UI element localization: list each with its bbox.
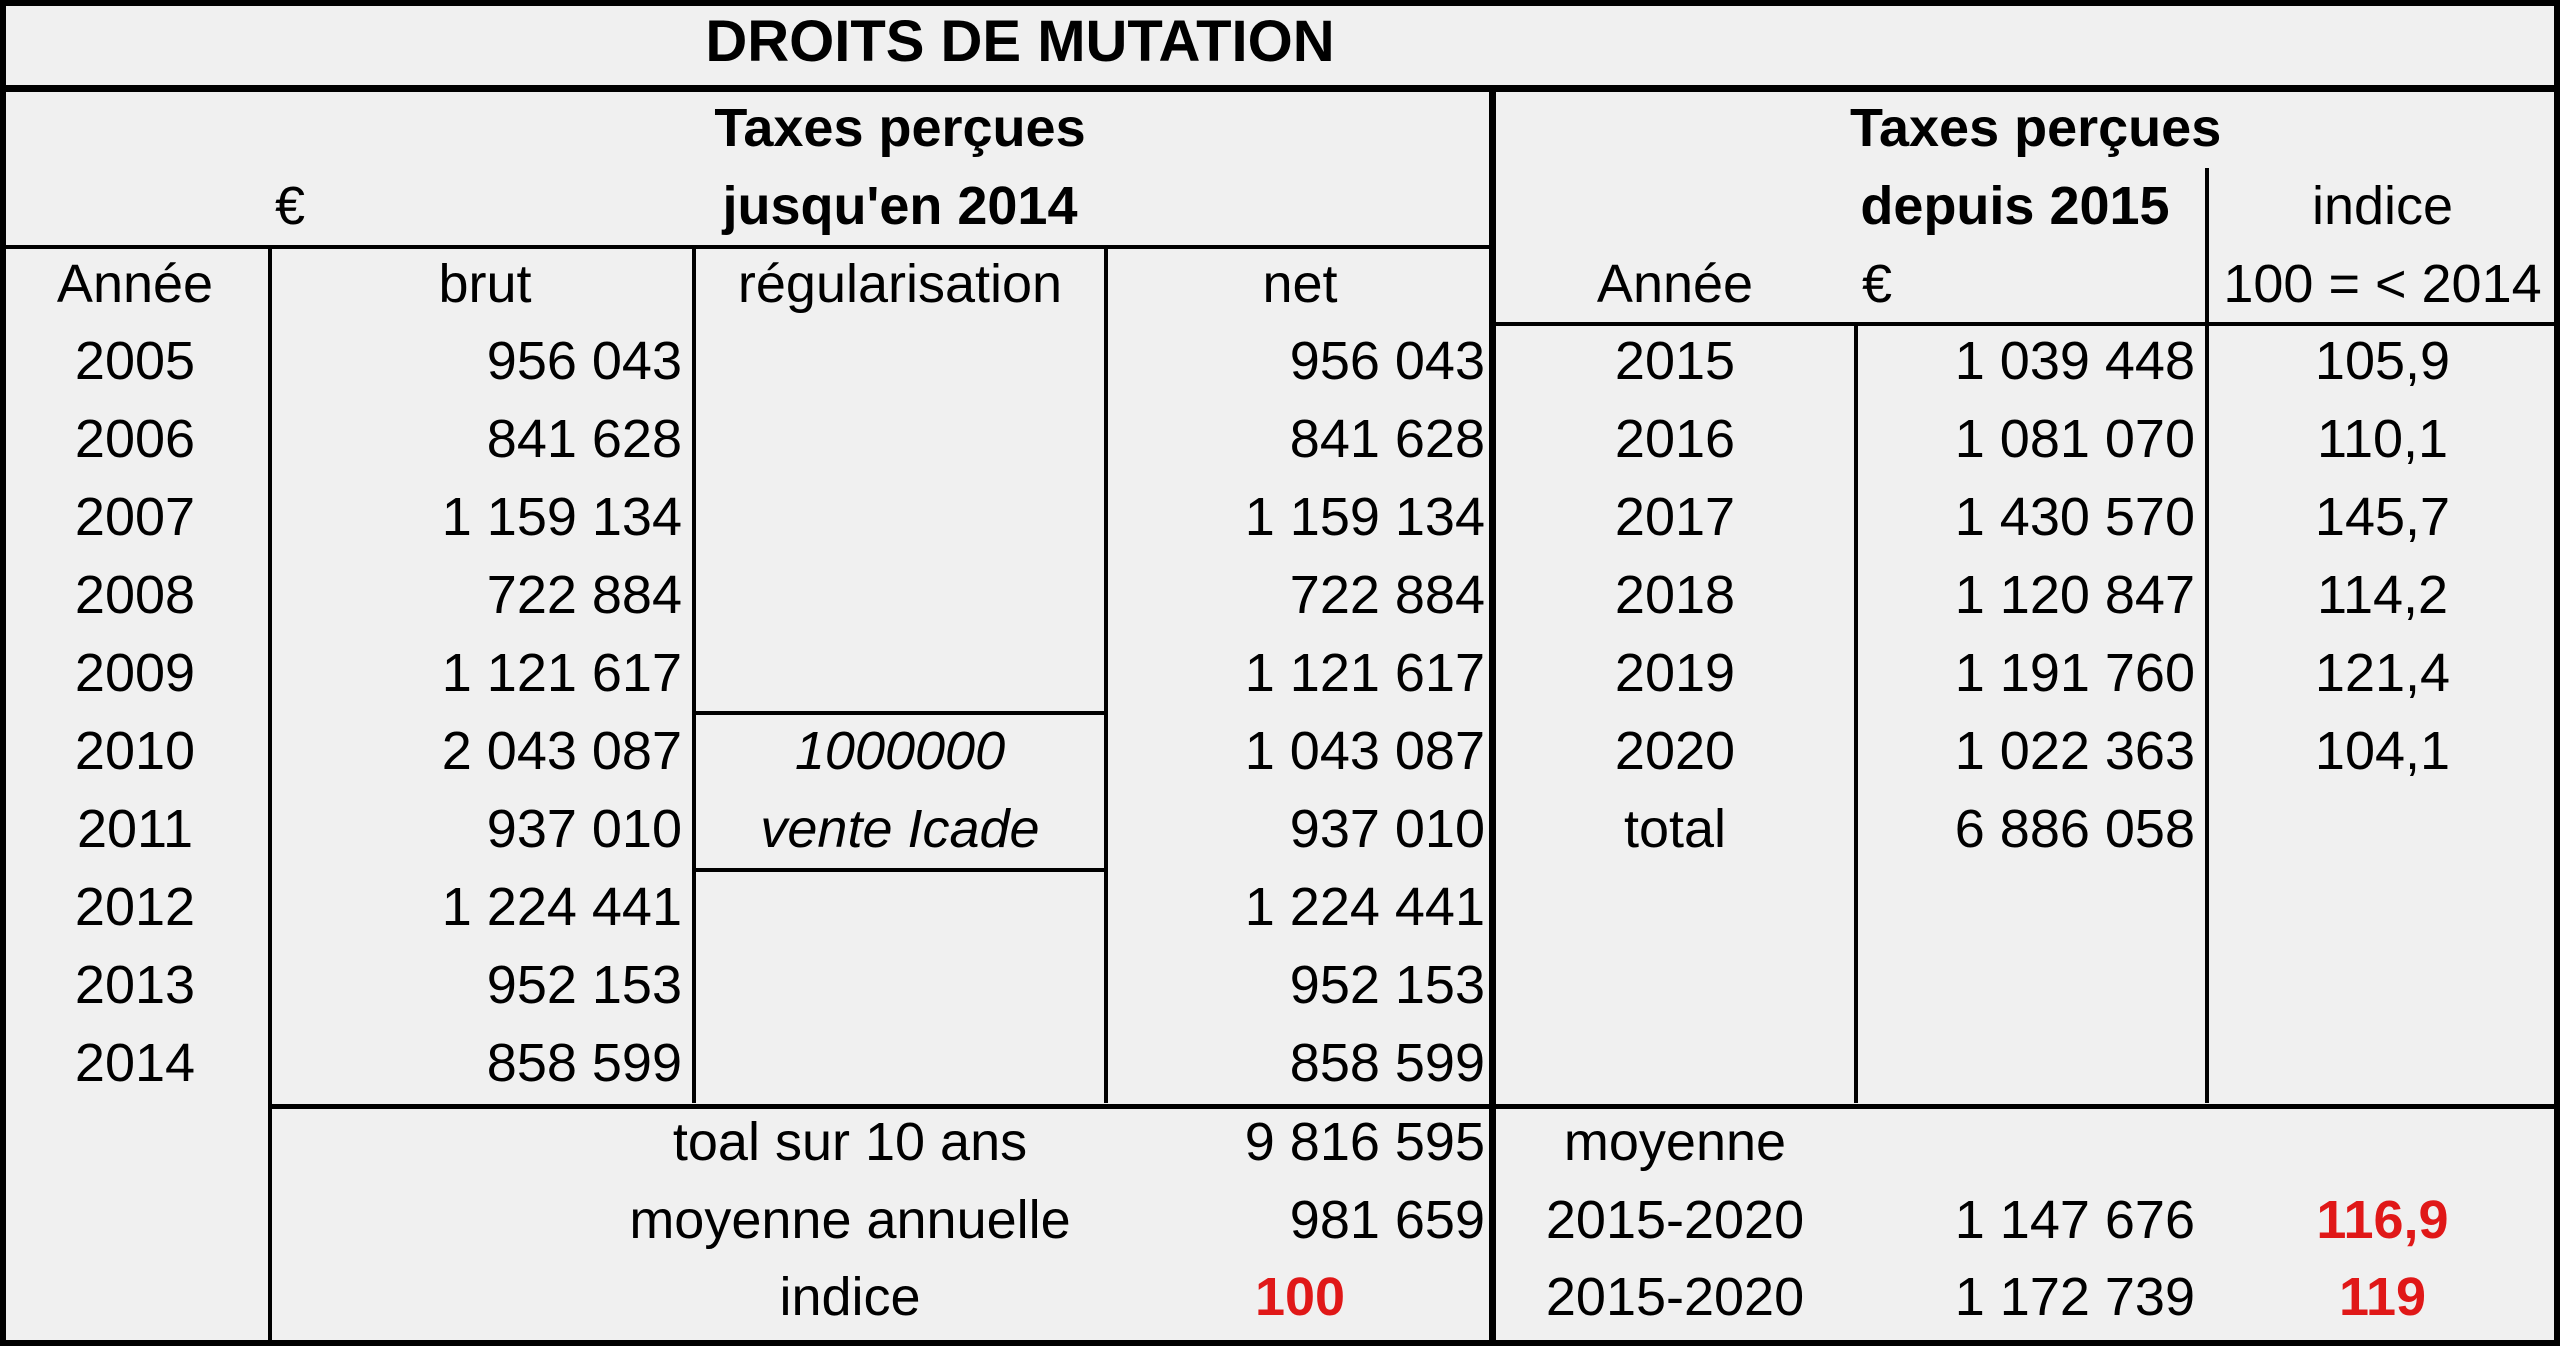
right-header-line2: depuis 2015 [1860, 176, 2170, 236]
total-label: toal sur 10 ans [672, 1112, 1028, 1172]
right-amount-cell: 1 039 448 [1954, 331, 2195, 391]
right-amount-cell: 1 022 363 [1954, 721, 2195, 781]
section-divider [1488, 88, 1496, 1346]
outer-border-right [2554, 0, 2560, 1346]
left-header-rule [0, 245, 1492, 249]
index-column-border [2205, 168, 2209, 1103]
brut-cell: 2 043 087 [441, 721, 682, 781]
brut-cell: 722 884 [486, 565, 682, 625]
index-label: indice [779, 1267, 921, 1327]
brut-cell: 1 224 441 [441, 877, 682, 937]
right-year-cell: 2020 [1614, 721, 1736, 781]
year-cell: 2007 [74, 487, 196, 547]
outer-border-bottom [0, 1340, 2560, 1346]
right-year-cell: 2016 [1614, 409, 1736, 469]
brut-cell: 1 159 134 [441, 487, 682, 547]
right-total-value: 6 886 058 [1954, 799, 2195, 859]
average-value: 981 659 [1289, 1190, 1485, 1250]
right-index-cell: 105,9 [2314, 331, 2451, 391]
right-year-cell: 2018 [1614, 565, 1736, 625]
right-year-cell: 2019 [1614, 643, 1736, 703]
year-cell: 2005 [74, 331, 196, 391]
right-index-cell: 114,2 [2316, 565, 2449, 625]
brut-column-border [692, 247, 696, 1103]
net-cell: 1 224 441 [1244, 877, 1485, 937]
net-cell: 1 043 087 [1244, 721, 1485, 781]
regularisation-amount: 1000000 [794, 721, 1006, 781]
year-cell: 2009 [74, 643, 196, 703]
col-header-net: net [1262, 254, 1338, 314]
regularisation-column-border [1104, 247, 1108, 1103]
brut-cell: 956 043 [486, 331, 682, 391]
right-index-cell: 110,1 [2316, 409, 2449, 469]
col-header-brut: brut [438, 254, 532, 314]
right-currency-symbol: € [1862, 254, 1893, 314]
brut-cell: 937 010 [486, 799, 682, 859]
amount-column-border [1854, 324, 1858, 1103]
right-index-cell: 145,7 [2314, 487, 2451, 547]
net-cell: 841 628 [1289, 409, 1485, 469]
index-value: 100 [1254, 1267, 1346, 1327]
col-header-regularisation: régularisation [737, 254, 1063, 314]
summary-value: 1 147 676 [1954, 1190, 2195, 1250]
net-cell: 956 043 [1289, 331, 1485, 391]
regularisation-box-bottom [694, 868, 1106, 872]
title-separator [0, 84, 2560, 92]
right-header-line1: Taxes perçues [1850, 98, 2222, 158]
summary-value: 1 172 739 [1954, 1267, 2195, 1327]
net-cell: 952 153 [1289, 955, 1485, 1015]
brut-cell: 858 599 [486, 1033, 682, 1093]
year-cell: 2006 [74, 409, 196, 469]
regularisation-box-top [694, 711, 1106, 715]
summary-period: 2015-2020 [1545, 1267, 1805, 1327]
year-cell: 2011 [76, 799, 194, 859]
right-index-cell: 104,1 [2314, 721, 2451, 781]
year-cell: 2012 [74, 877, 196, 937]
right-index-cell: 121,4 [2314, 643, 2451, 703]
net-cell: 722 884 [1289, 565, 1485, 625]
year-cell: 2013 [74, 955, 196, 1015]
right-amount-cell: 1 120 847 [1954, 565, 2195, 625]
outer-border-left [0, 0, 6, 1346]
index-header-line1: indice [2311, 176, 2454, 236]
col-header-year: Année [56, 254, 214, 314]
right-header-rule [1492, 322, 2560, 326]
year-cell: 2014 [74, 1033, 196, 1093]
net-cell: 1 121 617 [1244, 643, 1485, 703]
left-header-line1: Taxes perçues [714, 98, 1086, 158]
right-amount-cell: 1 191 760 [1954, 643, 2195, 703]
left-currency-symbol: € [274, 176, 306, 236]
summary-index: 116,9 [2316, 1190, 2449, 1250]
page-title: DROITS DE MUTATION [705, 9, 1335, 74]
net-cell: 858 599 [1289, 1033, 1485, 1093]
right-amount-cell: 1 081 070 [1954, 409, 2195, 469]
right-year-cell: 2015 [1614, 331, 1736, 391]
outer-border-top [0, 0, 2560, 6]
right-total-label: total [1623, 799, 1727, 859]
index-header-line2: 100 = < 2014 [2223, 254, 2542, 314]
brut-cell: 1 121 617 [441, 643, 682, 703]
right-col-header-year: Année [1596, 254, 1754, 314]
brut-cell: 841 628 [486, 409, 682, 469]
average-label: moyenne annuelle [629, 1190, 1071, 1250]
total-value: 9 816 595 [1244, 1112, 1485, 1172]
net-cell: 937 010 [1289, 799, 1485, 859]
right-year-cell: 2017 [1614, 487, 1736, 547]
net-cell: 1 159 134 [1244, 487, 1485, 547]
year-cell: 2010 [74, 721, 196, 781]
year-cell: 2008 [74, 565, 196, 625]
left-header-line2: jusqu'en 2014 [722, 176, 1078, 236]
year-column-border [268, 247, 272, 1346]
summary-index: 119 [2338, 1267, 2427, 1327]
right-amount-cell: 1 430 570 [1954, 487, 2195, 547]
regularisation-note: vente Icade [760, 799, 1040, 859]
right-summary-rule [1492, 1103, 2560, 1109]
right-average-label: moyenne [1563, 1112, 1787, 1172]
summary-period: 2015-2020 [1545, 1190, 1805, 1250]
brut-cell: 952 153 [486, 955, 682, 1015]
left-summary-rule [270, 1103, 1492, 1109]
